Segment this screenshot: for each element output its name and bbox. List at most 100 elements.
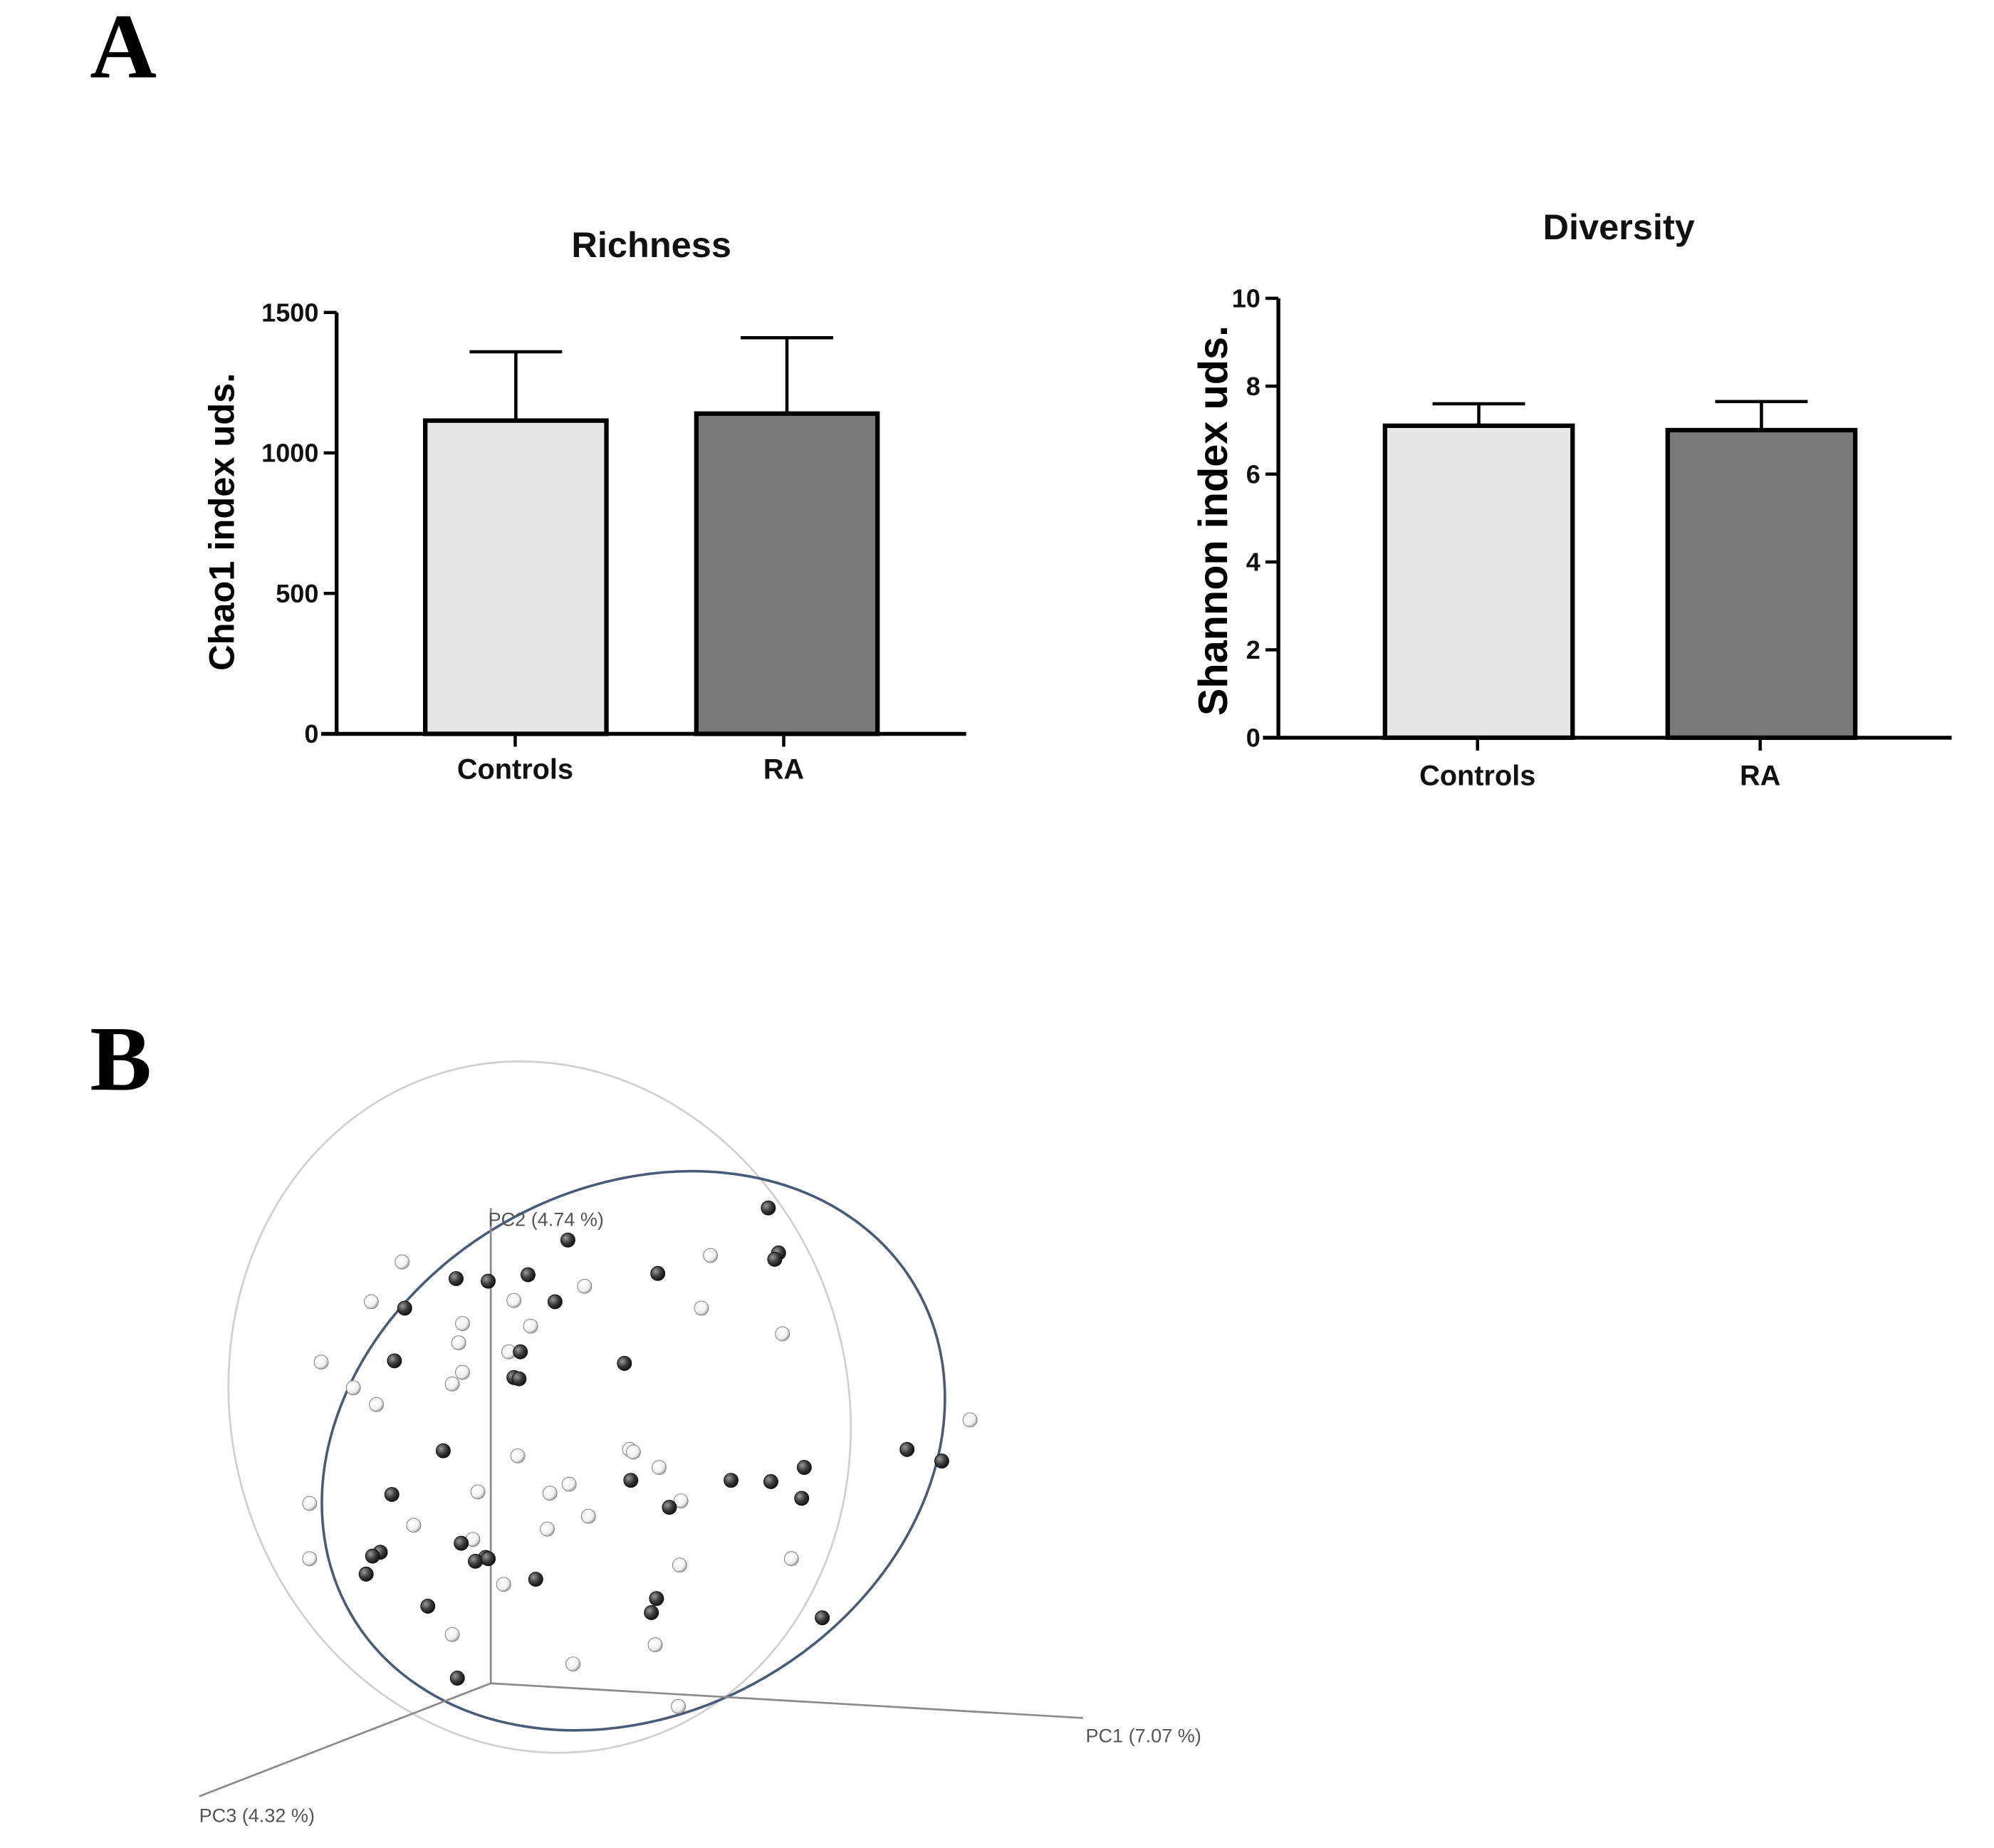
- point-controls: [672, 1557, 687, 1573]
- point-ra: [767, 1251, 783, 1267]
- y-tick-label: 6: [1246, 459, 1260, 489]
- point-ra: [387, 1353, 402, 1369]
- y-axis-label: Chao1 index uds.: [201, 373, 241, 671]
- pc1-axis-label: PC1 (7.07 %): [1085, 1726, 1201, 1747]
- point-ra: [644, 1605, 659, 1620]
- y-tick-label: 0: [1246, 724, 1260, 753]
- point-controls: [444, 1627, 460, 1642]
- point-ra: [481, 1273, 496, 1289]
- chart-title: Diversity: [1543, 207, 1695, 247]
- point-controls: [652, 1460, 667, 1476]
- point-controls: [313, 1354, 329, 1370]
- point-ra: [481, 1551, 496, 1567]
- x-tick-label: Controls: [457, 754, 573, 785]
- point-ra: [365, 1548, 380, 1564]
- point-controls: [542, 1486, 558, 1501]
- point-controls: [395, 1254, 410, 1270]
- point-ra: [521, 1267, 536, 1283]
- point-ra: [662, 1500, 677, 1515]
- y-axis-label: Shannon index uds.: [1191, 325, 1236, 716]
- bar-controls: [1382, 423, 1575, 741]
- point-ra: [449, 1270, 464, 1286]
- chart-title: Richness: [571, 224, 731, 265]
- point-ra: [358, 1566, 374, 1582]
- point-ra: [435, 1443, 451, 1458]
- point-controls: [302, 1495, 318, 1511]
- point-ra: [761, 1200, 776, 1216]
- y-tick-label: 0: [304, 719, 318, 748]
- bar-ra: [694, 411, 880, 736]
- point-controls: [783, 1551, 799, 1567]
- panel-label-a: A: [90, 0, 157, 98]
- point-controls: [406, 1518, 422, 1533]
- point-controls: [363, 1294, 379, 1310]
- pc3-axis-line: [199, 1682, 491, 1797]
- y-tick-label: 1000: [261, 439, 318, 468]
- point-controls: [345, 1380, 361, 1396]
- point-controls: [455, 1364, 470, 1380]
- point-ra: [468, 1553, 483, 1569]
- point-controls: [444, 1376, 460, 1392]
- point-controls: [577, 1278, 593, 1294]
- controls-confidence-ellipse: [227, 1060, 852, 1754]
- pcoa-chart: PC2 (4.74 %) PC1 (7.07 %) PC3 (4.32 %): [199, 1060, 1201, 1827]
- point-controls: [496, 1577, 511, 1592]
- panel-label-b: B: [90, 1008, 152, 1110]
- point-ra: [397, 1300, 412, 1316]
- point-ra: [511, 1371, 527, 1387]
- point-ra: [815, 1610, 830, 1626]
- y-tick-label: 2: [1246, 635, 1260, 664]
- point-controls: [671, 1698, 687, 1714]
- point-ra: [420, 1599, 436, 1614]
- point-controls: [540, 1521, 555, 1537]
- point-ra: [547, 1294, 563, 1310]
- point-controls: [694, 1300, 709, 1316]
- point-ra: [899, 1441, 915, 1457]
- point-controls: [625, 1444, 641, 1460]
- pc2-axis-label: PC2 (4.74 %): [489, 1208, 604, 1230]
- bar-ra: [1665, 427, 1858, 741]
- diversity-chart: Diversity Shannon index uds. 0 2 4 6 8 10 Con…: [1191, 207, 1952, 792]
- richness-chart: Richness Chao1 index uds. 0 500 1000 1500 C…: [201, 224, 966, 785]
- x-tick-label: RA: [1740, 761, 1780, 792]
- point-ra: [934, 1453, 949, 1469]
- point-controls: [703, 1248, 719, 1263]
- point-ra: [454, 1535, 469, 1551]
- point-controls: [451, 1335, 466, 1351]
- y-tick-label: 4: [1246, 548, 1260, 577]
- point-controls: [470, 1484, 486, 1500]
- point-controls: [647, 1637, 663, 1653]
- y-tick-label: 8: [1246, 372, 1260, 401]
- bar-controls: [423, 418, 609, 736]
- point-ra: [513, 1344, 528, 1359]
- point-ra: [794, 1491, 810, 1506]
- point-controls: [673, 1493, 689, 1509]
- point-ra: [560, 1232, 575, 1248]
- point-controls: [369, 1397, 385, 1412]
- y-tick-label: 500: [276, 579, 318, 608]
- point-ra: [724, 1473, 739, 1488]
- x-tick-label: RA: [763, 754, 804, 785]
- point-ra: [623, 1473, 639, 1488]
- point-controls: [561, 1476, 577, 1492]
- pc3-axis-label: PC3 (4.32 %): [199, 1805, 315, 1827]
- point-controls: [775, 1326, 790, 1342]
- ra-confidence-ellipse: [320, 1169, 946, 1732]
- point-ra: [763, 1474, 778, 1489]
- point-ra: [528, 1572, 543, 1587]
- point-controls: [455, 1316, 470, 1332]
- x-tick-label: Controls: [1419, 761, 1535, 792]
- point-controls: [523, 1318, 538, 1334]
- pc1-axis-line: [491, 1682, 1083, 1719]
- point-ra: [617, 1356, 632, 1371]
- point-ra: [796, 1460, 812, 1476]
- point-controls: [962, 1412, 978, 1428]
- point-controls: [580, 1508, 596, 1524]
- point-controls: [506, 1293, 522, 1308]
- point-ra: [650, 1265, 666, 1281]
- point-controls: [565, 1656, 581, 1672]
- point-ra: [384, 1487, 400, 1502]
- y-tick-label: 1500: [261, 298, 318, 327]
- point-controls: [302, 1551, 318, 1567]
